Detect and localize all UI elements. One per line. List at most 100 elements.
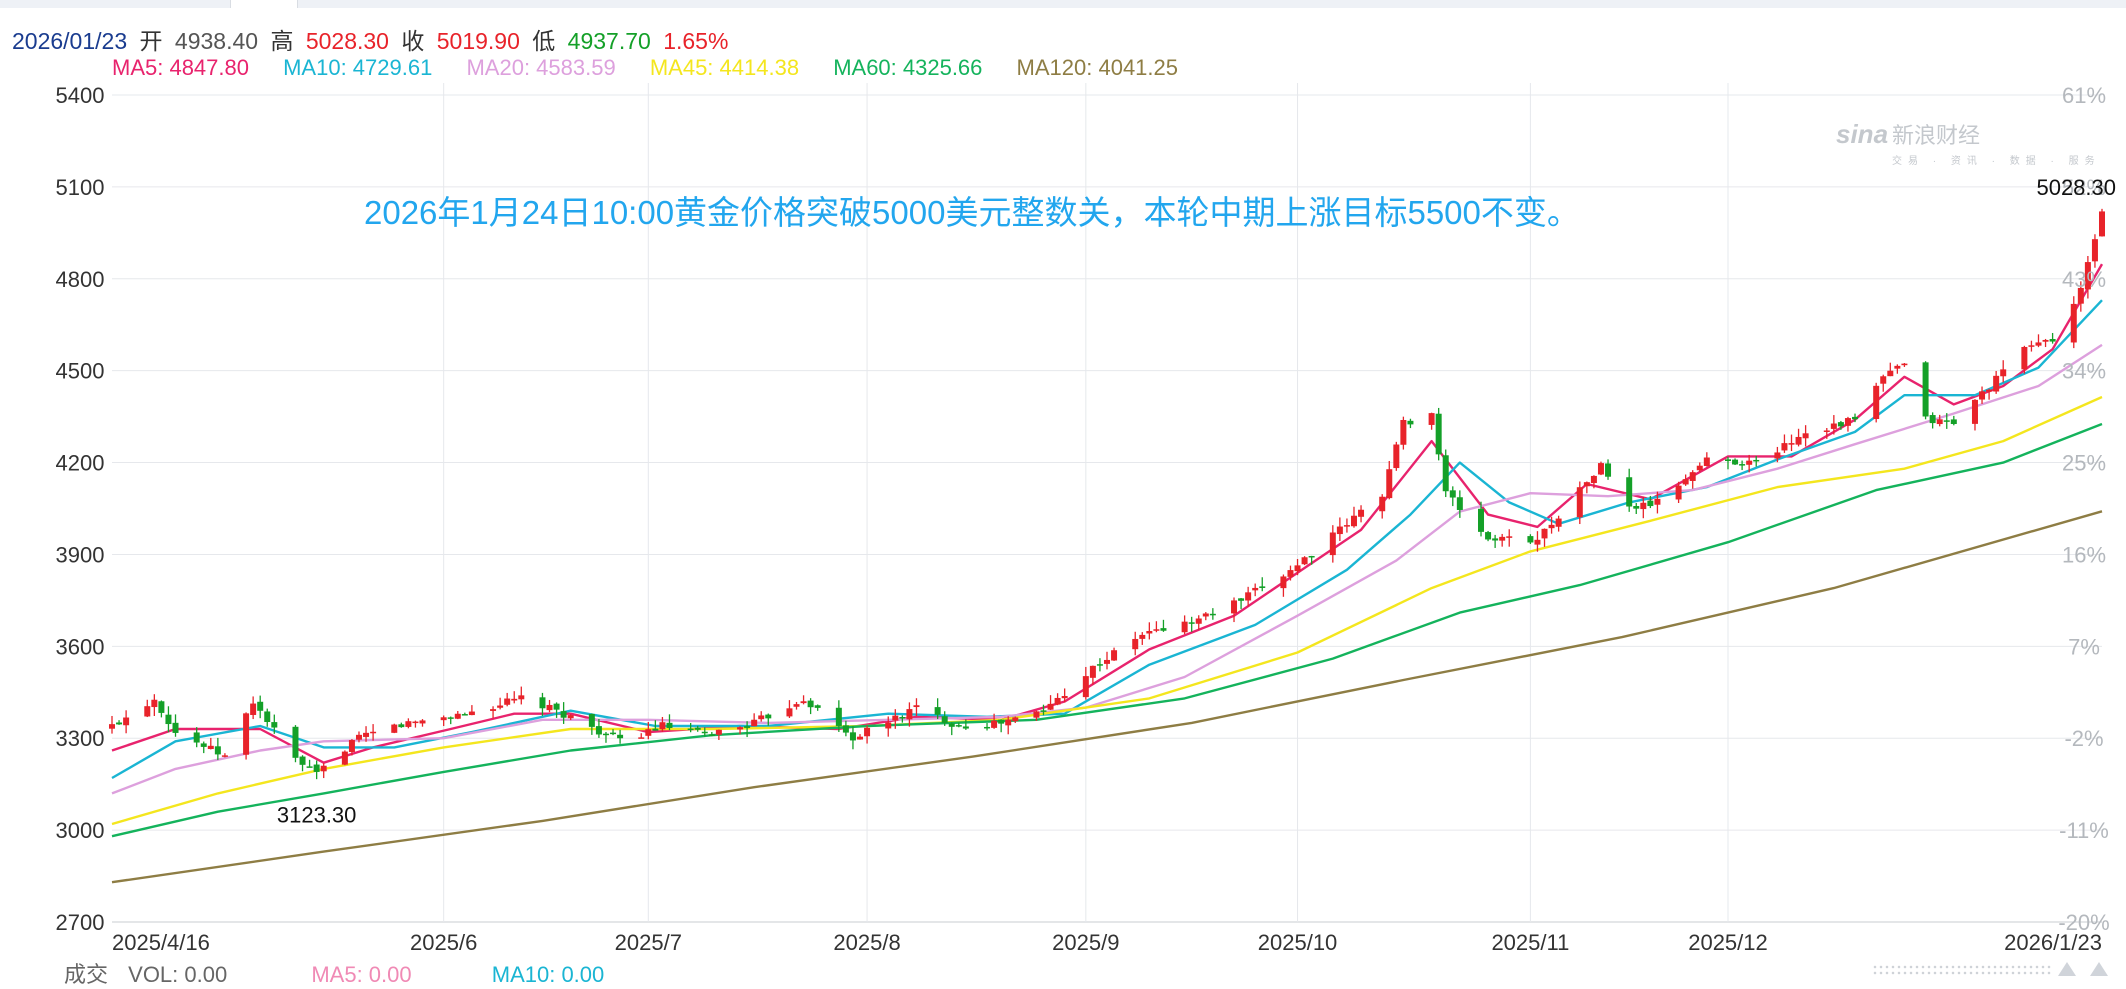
candle[interactable] [1245,586,1252,607]
candle[interactable] [292,725,299,763]
candle[interactable] [1633,503,1640,514]
candle[interactable] [652,720,659,731]
candle[interactable] [1238,597,1245,610]
candle[interactable] [468,705,475,716]
candle[interactable] [2035,334,2042,348]
candle[interactable] [1358,505,1365,523]
candle[interactable] [200,741,207,754]
candle[interactable] [398,722,405,728]
candle[interactable] [1287,565,1294,581]
candle[interactable] [1950,415,1957,426]
candle[interactable] [1640,496,1647,519]
candle[interactable] [1478,501,1485,537]
candle[interactable] [1407,418,1414,429]
candle[interactable] [1971,399,1978,431]
candle[interactable] [405,718,412,729]
candle[interactable] [1329,525,1336,563]
candle[interactable] [299,755,306,772]
candle[interactable] [553,702,560,718]
candle[interactable] [1880,374,1887,392]
candle[interactable] [941,711,948,726]
candle[interactable] [461,712,468,716]
candle[interactable] [144,699,151,718]
candle[interactable] [1689,470,1696,489]
scroll-right-icon[interactable] [2090,962,2108,976]
candle[interactable] [1795,428,1802,447]
candle[interactable] [1901,363,1908,367]
candle[interactable] [341,750,348,766]
candle[interactable] [2070,296,2077,349]
candle[interactable] [172,714,179,737]
candle[interactable] [2091,234,2098,268]
candle[interactable] [1979,386,1986,404]
candle[interactable] [1061,688,1068,703]
candle[interactable] [899,715,906,723]
candle[interactable] [1986,388,1993,400]
candle[interactable] [1153,621,1160,633]
candle[interactable] [1492,534,1499,548]
candle[interactable] [906,702,913,727]
candle[interactable] [1485,530,1492,542]
candle[interactable] [998,719,1005,733]
candle[interactable] [1555,515,1562,532]
candle[interactable] [1788,434,1795,452]
candle[interactable] [1379,494,1386,519]
candle[interactable] [221,753,228,758]
candle[interactable] [1435,407,1442,461]
candle[interactable] [786,700,793,718]
candle[interactable] [694,725,701,732]
candle[interactable] [1774,446,1781,463]
candle[interactable] [1576,481,1583,525]
candle[interactable] [1040,704,1047,716]
candle[interactable] [1202,612,1209,621]
candle[interactable] [504,692,511,707]
candle[interactable] [1139,632,1146,645]
candle[interactable] [948,722,955,736]
candle[interactable] [1499,533,1506,547]
candle[interactable] [1096,658,1103,672]
candle[interactable] [116,720,123,725]
candle[interactable] [1873,382,1880,423]
candle[interactable] [991,713,998,729]
candle[interactable] [355,731,362,743]
candle[interactable] [1887,362,1894,377]
candle[interactable] [1195,615,1202,630]
candle[interactable] [807,698,814,715]
candle[interactable] [271,714,278,734]
candle[interactable] [1280,574,1287,597]
candle[interactable] [1732,458,1739,466]
candle[interactable] [2077,281,2084,312]
candle[interactable] [1647,495,1654,509]
candle[interactable] [1929,412,1936,429]
candle[interactable] [1146,622,1153,640]
candle[interactable] [1181,615,1188,635]
candle[interactable] [1802,425,1809,447]
candle[interactable] [800,695,807,705]
candle[interactable] [1993,370,2000,394]
candle[interactable] [864,725,871,744]
candle[interactable] [1012,716,1019,724]
candle[interactable] [1597,461,1604,476]
candle[interactable] [440,715,447,727]
candle[interactable] [2042,338,2049,348]
candle[interactable] [842,720,849,737]
candle[interactable] [1259,577,1266,592]
candle[interactable] [1089,665,1096,685]
candle[interactable] [1943,413,1950,429]
candle[interactable] [1343,518,1350,533]
candle[interactable] [348,739,355,756]
candle[interactable] [666,714,673,731]
candle[interactable] [497,697,504,710]
candle[interactable] [1534,531,1541,552]
candle[interactable] [1428,412,1435,430]
candle[interactable] [595,718,602,738]
candle[interactable] [1746,454,1753,473]
candle[interactable] [518,686,525,705]
ma10-legend[interactable]: MA10: 4729.61 [283,55,433,80]
candle[interactable] [1541,528,1548,547]
candle[interactable] [2049,332,2056,344]
candle[interactable] [264,708,271,727]
candle[interactable] [849,726,856,750]
candle[interactable] [892,709,899,729]
candle[interactable] [1605,459,1612,480]
